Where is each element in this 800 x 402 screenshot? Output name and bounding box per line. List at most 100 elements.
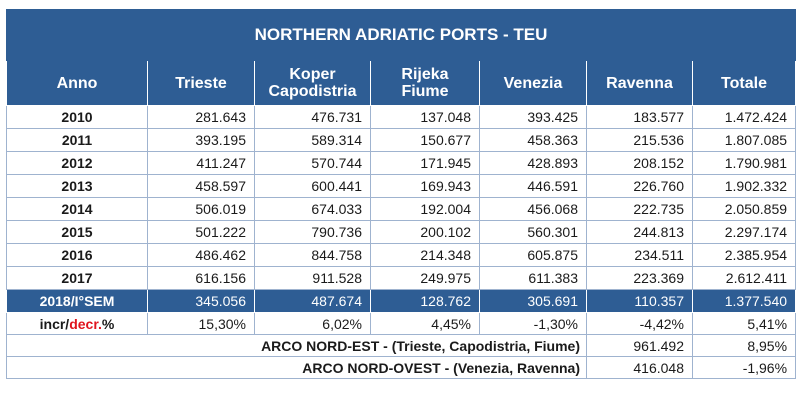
change-trieste: 15,30% [147, 312, 255, 335]
totale-cell: 1.472.424 [691, 105, 797, 129]
venezia-cell: 458.363 [479, 128, 587, 152]
arco-nord-est-label: ARCO NORD-EST - (Trieste, Capodistria, F… [6, 334, 587, 357]
venezia-cell: 611.383 [479, 266, 587, 290]
ravenna-cell: 244.813 [586, 220, 693, 244]
teu-table: NORTHERN ADRIATIC PORTS - TEU Anno Tries… [5, 9, 797, 379]
arco-nord-est-pct: 8,95% [691, 334, 797, 357]
koper-cell: 476.731 [254, 105, 371, 129]
rijeka-cell: 214.348 [370, 243, 480, 267]
koper-cell: 790.736 [254, 220, 371, 244]
arco-nord-est-teu: 961.492 [586, 334, 693, 357]
header-koper: Koper Capodistria [254, 60, 371, 106]
year-cell: 2017 [6, 266, 148, 290]
semester-trieste: 345.056 [147, 289, 255, 313]
header-koper-line2: Capodistria [268, 83, 357, 100]
rijeka-cell: 249.975 [370, 266, 480, 290]
change-ravenna: -4,42% [586, 312, 693, 335]
trieste-cell: 501.222 [147, 220, 255, 244]
trieste-cell: 458.597 [147, 174, 255, 198]
semester-row: 2018/I°SEM 345.056 487.674 128.762 305.6… [6, 289, 797, 313]
koper-cell: 600.441 [254, 174, 371, 198]
year-cell: 2013 [6, 174, 148, 198]
table-row: 2017 616.156 911.528 249.975 611.383 223… [6, 266, 797, 290]
rijeka-cell: 169.943 [370, 174, 480, 198]
year-cell: 2010 [6, 105, 148, 129]
koper-cell: 911.528 [254, 266, 371, 290]
ravenna-cell: 222.735 [586, 197, 693, 221]
totale-cell: 2.297.174 [691, 220, 797, 244]
change-rijeka: 4,45% [370, 312, 480, 335]
header-anno: Anno [6, 60, 148, 106]
ravenna-cell: 226.760 [586, 174, 693, 198]
semester-label: 2018/I°SEM [6, 289, 148, 313]
totale-cell: 2.050.859 [691, 197, 797, 221]
ravenna-cell: 223.369 [586, 266, 693, 290]
ravenna-cell: 215.536 [586, 128, 693, 152]
header-trieste: Trieste [147, 60, 255, 106]
year-cell: 2015 [6, 220, 148, 244]
header-rijeka-line1: Rijeka [401, 66, 449, 83]
venezia-cell: 456.068 [479, 197, 587, 221]
venezia-cell: 560.301 [479, 220, 587, 244]
rijeka-cell: 171.945 [370, 151, 480, 175]
venezia-cell: 393.425 [479, 105, 587, 129]
ravenna-cell: 183.577 [586, 105, 693, 129]
table-row: 2011 393.195 589.314 150.677 458.363 215… [6, 128, 797, 152]
header-rijeka-line2: Fiume [401, 83, 449, 100]
ravenna-cell: 234.511 [586, 243, 693, 267]
header-koper-line1: Koper [289, 66, 336, 83]
label-pct: % [101, 315, 115, 332]
year-cell: 2011 [6, 128, 148, 152]
rijeka-cell: 150.677 [370, 128, 480, 152]
venezia-cell: 446.591 [479, 174, 587, 198]
table-row: 2010 281.643 476.731 137.048 393.425 183… [6, 105, 797, 129]
rijeka-cell: 200.102 [370, 220, 480, 244]
header-ravenna: Ravenna [586, 60, 693, 106]
semester-ravenna: 110.357 [586, 289, 693, 313]
label-decr: decr. [69, 315, 102, 332]
trieste-cell: 411.247 [147, 151, 255, 175]
header-totale: Totale [691, 60, 797, 106]
change-koper: 6,02% [254, 312, 371, 335]
table-title: NORTHERN ADRIATIC PORTS - TEU [5, 9, 797, 61]
change-row: incr/decr.% 15,30% 6,02% 4,45% -1,30% -4… [6, 312, 797, 335]
year-cell: 2014 [6, 197, 148, 221]
koper-cell: 844.758 [254, 243, 371, 267]
venezia-cell: 428.893 [479, 151, 587, 175]
title-row: NORTHERN ADRIATIC PORTS - TEU [5, 9, 797, 61]
change-totale: 5,41% [691, 312, 797, 335]
koper-cell: 570.744 [254, 151, 371, 175]
venezia-cell: 605.875 [479, 243, 587, 267]
arco-nord-ovest-label: ARCO NORD-OVEST - (Venezia, Ravenna) [6, 356, 587, 379]
arco-nord-ovest-teu: 416.048 [586, 356, 693, 379]
arco-nord-ovest-row: ARCO NORD-OVEST - (Venezia, Ravenna) 416… [6, 356, 797, 379]
koper-cell: 589.314 [254, 128, 371, 152]
label-incr: incr/ [39, 315, 70, 332]
table-row: 2016 486.462 844.758 214.348 605.875 234… [6, 243, 797, 267]
semester-koper: 487.674 [254, 289, 371, 313]
ravenna-cell: 208.152 [586, 151, 693, 175]
koper-cell: 674.033 [254, 197, 371, 221]
table-row: 2013 458.597 600.441 169.943 446.591 226… [6, 174, 797, 198]
year-cell: 2012 [6, 151, 148, 175]
rijeka-cell: 137.048 [370, 105, 480, 129]
header-venezia: Venezia [479, 60, 587, 106]
header-row: Anno Trieste Koper Capodistria Rijeka Fi… [6, 60, 797, 106]
trieste-cell: 281.643 [147, 105, 255, 129]
header-rijeka: Rijeka Fiume [370, 60, 480, 106]
semester-venezia: 305.691 [479, 289, 587, 313]
arco-nord-ovest-pct: -1,96% [691, 356, 797, 379]
totale-cell: 2.385.954 [691, 243, 797, 267]
totale-cell: 1.807.085 [691, 128, 797, 152]
table-row: 2012 411.247 570.744 171.945 428.893 208… [6, 151, 797, 175]
semester-rijeka: 128.762 [370, 289, 480, 313]
trieste-cell: 506.019 [147, 197, 255, 221]
semester-totale: 1.377.540 [691, 289, 797, 313]
totale-cell: 1.902.332 [691, 174, 797, 198]
totale-cell: 2.612.411 [691, 266, 797, 290]
table-row: 2015 501.222 790.736 200.102 560.301 244… [6, 220, 797, 244]
rijeka-cell: 192.004 [370, 197, 480, 221]
trieste-cell: 486.462 [147, 243, 255, 267]
change-label: incr/decr.% [6, 312, 148, 335]
